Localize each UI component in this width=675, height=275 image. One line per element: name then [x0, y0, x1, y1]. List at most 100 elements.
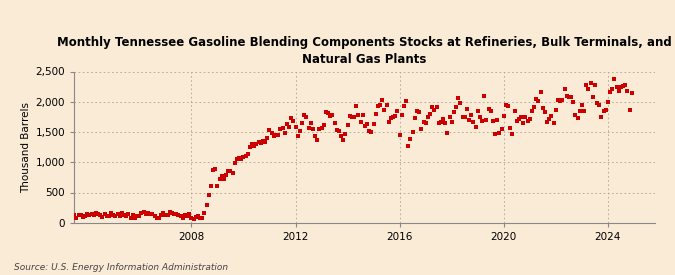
Point: [383, 119, 394, 124]
Point: [242, 152, 253, 156]
Point: [106, 211, 117, 215]
Point: [531, 97, 542, 101]
Point: [477, 119, 487, 123]
Point: [377, 98, 387, 103]
Point: [180, 213, 190, 218]
Point: [429, 107, 439, 112]
Point: [273, 133, 284, 137]
Point: [151, 216, 162, 220]
Point: [451, 105, 462, 109]
Point: [288, 119, 299, 123]
Point: [583, 87, 594, 91]
Point: [562, 94, 572, 98]
Point: [258, 139, 269, 143]
Point: [290, 125, 301, 130]
Point: [362, 121, 373, 126]
Point: [505, 126, 516, 130]
Point: [284, 124, 294, 129]
Point: [319, 123, 329, 127]
Point: [182, 214, 192, 218]
Point: [335, 134, 346, 139]
Point: [99, 212, 110, 216]
Point: [620, 83, 630, 88]
Point: [487, 118, 498, 123]
Point: [479, 94, 489, 98]
Point: [232, 157, 242, 161]
Point: [421, 121, 431, 126]
Point: [227, 170, 238, 175]
Point: [114, 214, 125, 219]
Point: [459, 115, 470, 120]
Point: [266, 131, 277, 136]
Point: [186, 215, 197, 220]
Point: [97, 215, 108, 219]
Point: [331, 128, 342, 132]
Point: [366, 130, 377, 135]
Point: [574, 109, 585, 114]
Point: [101, 214, 112, 218]
Point: [342, 123, 353, 127]
Point: [357, 113, 368, 117]
Point: [329, 121, 340, 125]
Point: [576, 103, 587, 107]
Point: [349, 115, 360, 120]
Point: [82, 212, 92, 216]
Point: [464, 118, 475, 122]
Point: [314, 126, 325, 131]
Point: [546, 114, 557, 118]
Point: [230, 161, 240, 165]
Point: [281, 122, 292, 127]
Point: [71, 215, 82, 220]
Point: [271, 133, 281, 138]
Point: [572, 116, 583, 120]
Point: [433, 120, 444, 125]
Point: [156, 213, 167, 218]
Point: [373, 104, 383, 109]
Point: [279, 131, 290, 135]
Point: [396, 113, 407, 117]
Point: [578, 109, 589, 114]
Point: [90, 211, 101, 215]
Point: [398, 104, 409, 108]
Point: [217, 174, 227, 179]
Point: [611, 85, 622, 89]
Point: [255, 141, 266, 145]
Point: [136, 210, 147, 215]
Point: [244, 145, 255, 149]
Point: [481, 118, 492, 122]
Point: [381, 103, 392, 107]
Point: [405, 137, 416, 141]
Point: [236, 157, 246, 161]
Point: [225, 169, 236, 173]
Point: [60, 211, 71, 216]
Point: [260, 139, 271, 144]
Point: [164, 209, 175, 214]
Point: [624, 108, 635, 112]
Point: [448, 109, 459, 114]
Point: [123, 212, 134, 216]
Y-axis label: Thousand Barrels: Thousand Barrels: [22, 102, 32, 192]
Point: [368, 122, 379, 127]
Point: [142, 211, 153, 215]
Point: [607, 87, 618, 92]
Point: [485, 109, 496, 114]
Point: [238, 155, 249, 159]
Point: [134, 214, 144, 219]
Point: [542, 119, 553, 124]
Point: [201, 202, 212, 207]
Point: [117, 210, 128, 215]
Point: [600, 108, 611, 112]
Point: [437, 117, 448, 121]
Point: [387, 115, 398, 119]
Point: [203, 193, 214, 197]
Point: [67, 212, 78, 216]
Point: [355, 120, 366, 124]
Point: [507, 132, 518, 136]
Point: [455, 101, 466, 106]
Point: [325, 114, 335, 118]
Point: [212, 184, 223, 188]
Point: [539, 110, 550, 114]
Point: [62, 211, 73, 215]
Point: [548, 121, 559, 125]
Point: [442, 131, 453, 135]
